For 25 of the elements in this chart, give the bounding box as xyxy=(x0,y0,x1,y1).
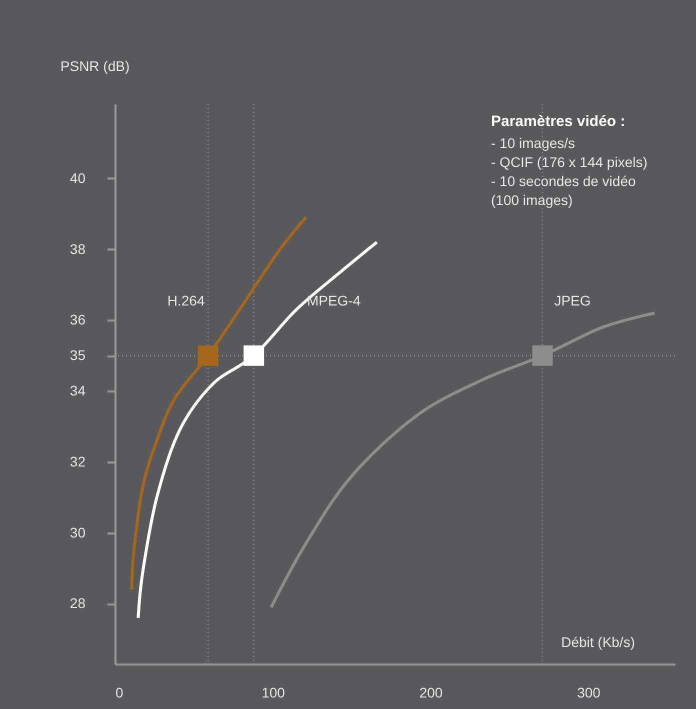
annotation: Paramètres vidéo : xyxy=(491,113,626,130)
x-axis-title: Débit (Kb/s) xyxy=(561,634,635,650)
x-tick-label: 100 xyxy=(262,684,286,700)
x-tick-label: 300 xyxy=(577,684,601,700)
x-tick-label: 0 xyxy=(116,684,124,700)
x-tick-label: 200 xyxy=(419,684,443,700)
line-series xyxy=(136,240,378,620)
annotation: (100 images) xyxy=(491,192,573,208)
series-label: MPEG-4 xyxy=(306,292,361,309)
annotation: - 10 secondes de vidéo xyxy=(491,173,636,189)
series-label: JPEG xyxy=(554,292,591,309)
y-tick-label: 34 xyxy=(70,382,86,399)
y-tick-label: 38 xyxy=(70,240,86,257)
annotation: - QCIF (176 x 144 pixels) xyxy=(491,154,648,170)
y-tick-label: 35 xyxy=(70,347,86,364)
text: H.264 xyxy=(167,292,205,309)
y-axis-title: PSNR (dB) xyxy=(60,58,130,74)
y-tick-label: 40 xyxy=(70,170,86,186)
y-tick-label: 36 xyxy=(70,312,86,328)
line-series xyxy=(270,312,656,609)
y-tick-label: 30 xyxy=(70,524,86,540)
annotation: - 10 images/s xyxy=(491,135,576,151)
line-series xyxy=(130,216,308,592)
y-tick-label: 32 xyxy=(70,453,86,470)
y-tick-label: 28 xyxy=(70,595,86,612)
